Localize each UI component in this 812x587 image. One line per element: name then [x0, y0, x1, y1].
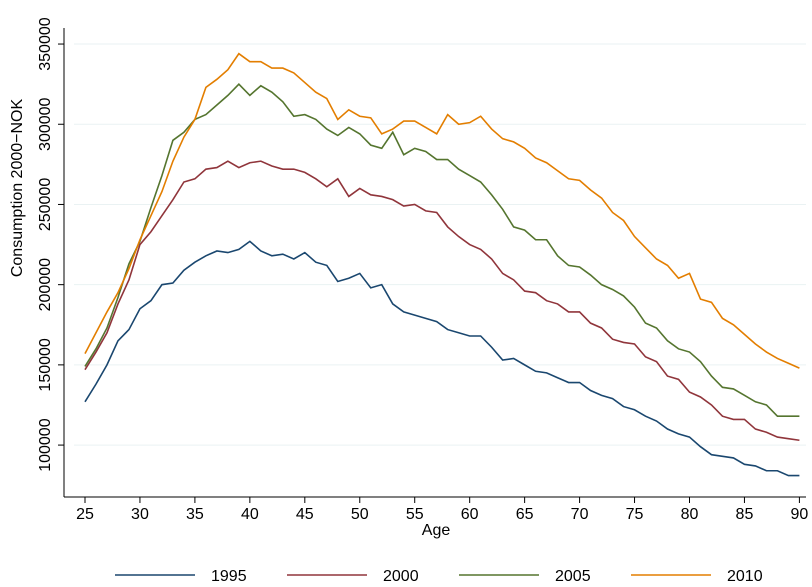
- x-tick-label: 85: [736, 506, 754, 523]
- x-tick-label: 75: [626, 506, 644, 523]
- x-tick-label: 65: [516, 506, 534, 523]
- x-tick-label: 35: [186, 506, 204, 523]
- y-tick-label: 350000: [37, 17, 54, 70]
- y-axis-title: Consumption 2000−NOK: [9, 99, 26, 278]
- legend-label: 1995: [211, 568, 247, 585]
- legend-label: 2005: [555, 568, 591, 585]
- y-tick-label: 150000: [37, 338, 54, 391]
- series-line: [84, 52, 800, 369]
- x-tick-label: 55: [406, 506, 424, 523]
- y-tick-label: 250000: [37, 178, 54, 231]
- x-tick-label: 60: [461, 506, 479, 523]
- x-tick-label: 90: [791, 506, 809, 523]
- y-tick-label: 200000: [37, 258, 54, 311]
- y-tick-label: 100000: [37, 418, 54, 471]
- x-tick-label: 70: [571, 506, 589, 523]
- legend-label: 2010: [727, 568, 763, 585]
- x-tick-label: 30: [131, 506, 149, 523]
- series-line: [84, 160, 800, 442]
- x-axis-title: Age: [422, 522, 451, 539]
- x-tick-label: 80: [681, 506, 699, 523]
- x-tick-label: 45: [296, 506, 314, 523]
- series-line: [84, 240, 800, 477]
- x-tick-label: 40: [241, 506, 259, 523]
- x-tick-label: 25: [76, 506, 94, 523]
- y-tick-label: 300000: [37, 97, 54, 150]
- x-tick-label: 50: [351, 506, 369, 523]
- legend-label: 2000: [383, 568, 419, 585]
- series-line: [84, 83, 800, 418]
